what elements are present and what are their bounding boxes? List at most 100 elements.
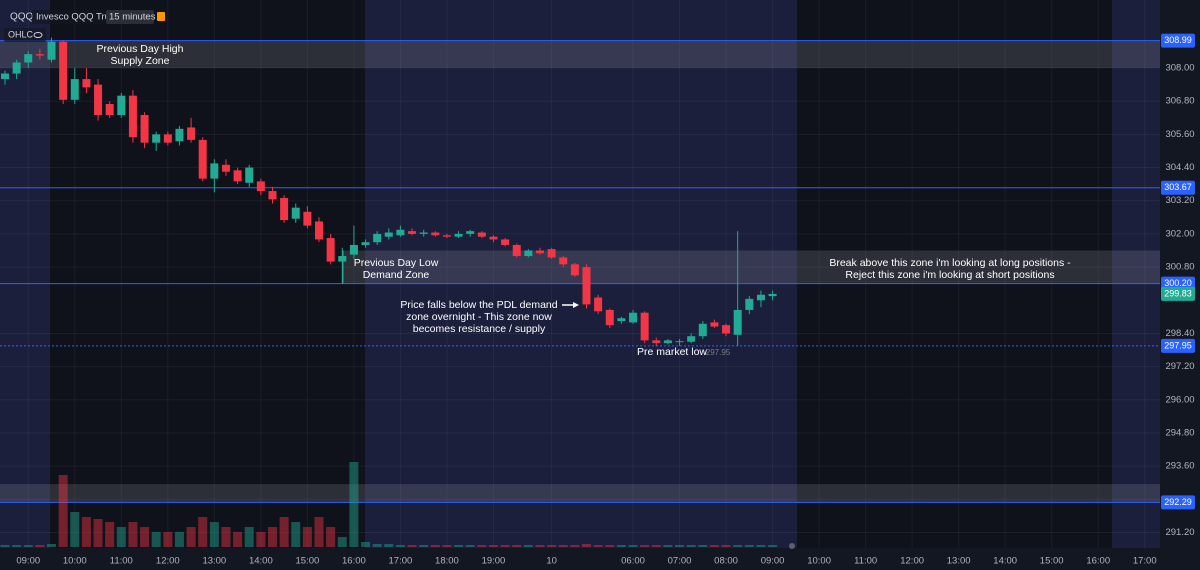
y-tick-label: 294.80 (1165, 427, 1194, 438)
volume-bar (547, 545, 557, 547)
x-tick-label: 12:00 (156, 556, 180, 567)
candle-body (652, 340, 661, 344)
level-label: 303.67 (1164, 182, 1192, 192)
symbol: QQQ (10, 12, 34, 23)
volume-bar (395, 545, 405, 547)
legend: OHLC (8, 29, 34, 39)
candle-body (24, 54, 33, 63)
status-icon (157, 12, 165, 21)
candle-body (361, 242, 370, 245)
volume-bar (349, 462, 359, 547)
x-tick-label: 07:00 (668, 556, 692, 567)
candle-body (570, 264, 579, 276)
volume-bar (593, 545, 603, 547)
volume-bar (105, 522, 115, 547)
annotation: Price falls below the PDL demand (400, 299, 557, 311)
volume-bar (675, 545, 685, 547)
candle-body (629, 312, 638, 323)
candle-body (315, 221, 324, 240)
candle-body (70, 79, 79, 100)
x-tick-label: 06:00 (621, 556, 645, 567)
candles (1, 37, 777, 346)
x-tick-label: 14:00 (993, 556, 1017, 567)
level-label: 300.20 (1164, 278, 1192, 288)
y-tick-label: 303.20 (1165, 195, 1194, 206)
candle-body (117, 95, 126, 116)
volume-bar (116, 527, 126, 547)
y-tick-label: 308.00 (1165, 63, 1194, 74)
x-tick-label: 08:00 (714, 556, 738, 567)
volume-bar (558, 545, 568, 547)
candle-body (268, 191, 277, 200)
volume-bar (686, 545, 696, 547)
annotation: Pre market low (637, 346, 707, 358)
candle-body (605, 309, 614, 326)
candle-body (35, 54, 44, 56)
candle-body (373, 233, 382, 243)
eye-icon[interactable] (33, 32, 43, 38)
volume-bar (698, 545, 708, 547)
candle-body (128, 95, 137, 138)
candle-body (326, 238, 335, 262)
candle-body (291, 207, 300, 219)
volume-bar (709, 545, 719, 547)
symbol-name: Invesco QQQ Trust (36, 12, 118, 23)
axes: 291.20292.40293.60294.80296.00297.20298.… (16, 33, 1195, 567)
volume-bar (291, 522, 301, 547)
annotation: Previous Day High (97, 43, 184, 55)
volume-bar (314, 517, 324, 547)
candle-body (233, 170, 242, 182)
x-tick-label: 13:00 (947, 556, 971, 567)
x-tick-label: 16:00 (342, 556, 366, 567)
candle-body (256, 181, 265, 192)
y-tick-label: 305.60 (1165, 129, 1194, 140)
extended-session (0, 0, 50, 548)
grid (0, 0, 1160, 548)
volume-bar (733, 545, 743, 547)
candle-body (512, 244, 521, 257)
candle-body (617, 318, 626, 322)
level-label-box (1161, 33, 1195, 48)
volume-bar (640, 545, 650, 547)
candle-body (698, 323, 707, 337)
y-tick-label: 296.00 (1165, 394, 1194, 405)
candle-body (82, 79, 91, 88)
candle-body (47, 41, 56, 60)
volume-bar (244, 527, 254, 547)
volume-bar (744, 545, 754, 547)
level-label-box (1161, 338, 1195, 353)
annotation: zone overnight - This zone now (406, 311, 552, 323)
volume-bar (500, 545, 510, 547)
volume-bar (12, 545, 22, 547)
x-tick-label: 15:00 (295, 556, 319, 567)
annotations: Previous Day High Supply Zone Previous D… (97, 43, 1072, 358)
candle-body (756, 294, 765, 301)
volume-bar (768, 545, 778, 547)
y-tick-label: 293.60 (1165, 461, 1194, 472)
x-tick-label: 19:00 (482, 556, 506, 567)
level-label: 297.95 (1164, 340, 1192, 350)
candle-body (419, 232, 428, 234)
volume-bar (279, 517, 289, 547)
candle-body (640, 312, 649, 341)
volume-bar (407, 545, 417, 547)
candle-body (745, 298, 754, 310)
volume-bar (70, 512, 80, 547)
x-tick-label: 17:00 (1133, 556, 1157, 567)
volume-bar (523, 545, 533, 547)
volume (0, 462, 778, 547)
volume-bar (209, 522, 219, 547)
volume-bar (430, 545, 440, 547)
zone (343, 250, 1160, 284)
candle-body (675, 341, 684, 343)
candle-body (535, 250, 544, 254)
volume-bar (0, 545, 10, 547)
volume-bar (535, 545, 545, 547)
x-tick-label: 10 (546, 556, 557, 567)
last-price-label: 299.83 (1164, 288, 1192, 298)
volume-bar (616, 545, 626, 547)
x-tick-label: 12:00 (900, 556, 924, 567)
candle-body (501, 239, 510, 245)
candle-body (431, 232, 440, 236)
candle-body (442, 235, 451, 237)
